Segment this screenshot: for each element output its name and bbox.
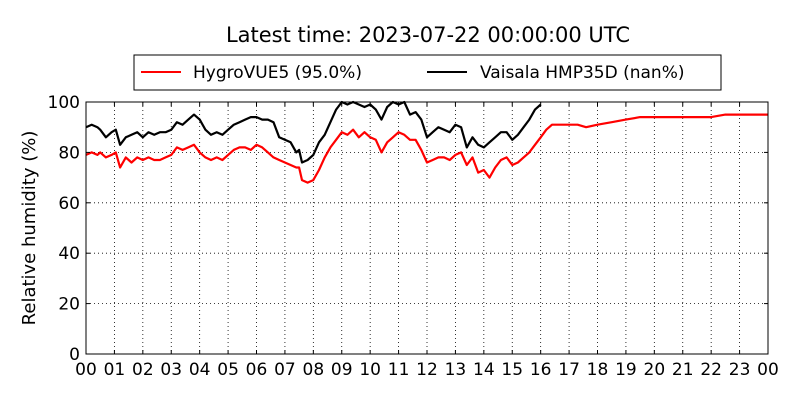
series-line-vaisala [85, 100, 542, 164]
x-tick-label: 10 [359, 360, 381, 380]
y-tick-label: 80 [58, 143, 80, 163]
y-tick-labels: 0 20 40 60 80 100 [48, 93, 80, 365]
x-tick-label: 11 [388, 360, 410, 380]
y-tick-label: 100 [48, 93, 80, 113]
x-tick-label: 07 [274, 360, 296, 380]
x-tick-label: 16 [530, 360, 552, 380]
series-layer [85, 100, 768, 184]
x-tick-label: 21 [672, 360, 694, 380]
axes [85, 101, 769, 355]
grid [86, 102, 768, 354]
x-tick-label: 14 [473, 360, 495, 380]
y-tick-label: 20 [58, 295, 80, 315]
y-tick-label: 0 [69, 345, 80, 365]
x-tick-label: 18 [587, 360, 609, 380]
x-tick-label: 19 [615, 360, 637, 380]
x-tick-label: 20 [644, 360, 666, 380]
x-tick-label: 13 [445, 360, 467, 380]
x-tick-labels: 00 01 02 03 04 05 06 07 08 09 10 11 12 13 14 15 16 17 18 19… [75, 360, 779, 380]
y-axis-label: Relative humidity (%) [19, 131, 40, 326]
x-tick-label: 02 [132, 360, 154, 380]
x-tick-label: 12 [416, 360, 438, 380]
x-tick-label: 08 [303, 360, 325, 380]
legend: HygroVUE5 (95.0%) Vaisala HMP35D (nan%) [133, 54, 722, 91]
x-tick-label: 09 [331, 360, 353, 380]
x-tick-label: 00 [75, 360, 97, 380]
x-tick-label: 04 [189, 360, 211, 380]
x-tick-label: 06 [246, 360, 268, 380]
x-tick-label: 05 [217, 360, 239, 380]
x-tick-label: 01 [104, 360, 126, 380]
x-tick-label: 15 [501, 360, 523, 380]
legend-label-vaisala: Vaisala HMP35D (nan%) [480, 63, 684, 83]
x-tick-label: 00 [757, 360, 779, 380]
plot-frame [85, 101, 769, 355]
x-tick-label: 17 [558, 360, 580, 380]
x-tick-label: 03 [160, 360, 182, 380]
series-line-hygrovue5 [85, 113, 768, 184]
y-tick-label: 40 [58, 244, 80, 264]
legend-label-hygrovue5: HygroVUE5 (95.0%) [193, 63, 362, 83]
y-tick-label: 60 [58, 194, 80, 214]
x-tick-label: 23 [729, 360, 751, 380]
x-tick-label: 22 [700, 360, 722, 380]
chart-title: Latest time: 2023-07-22 00:00:00 UTC [226, 23, 630, 47]
